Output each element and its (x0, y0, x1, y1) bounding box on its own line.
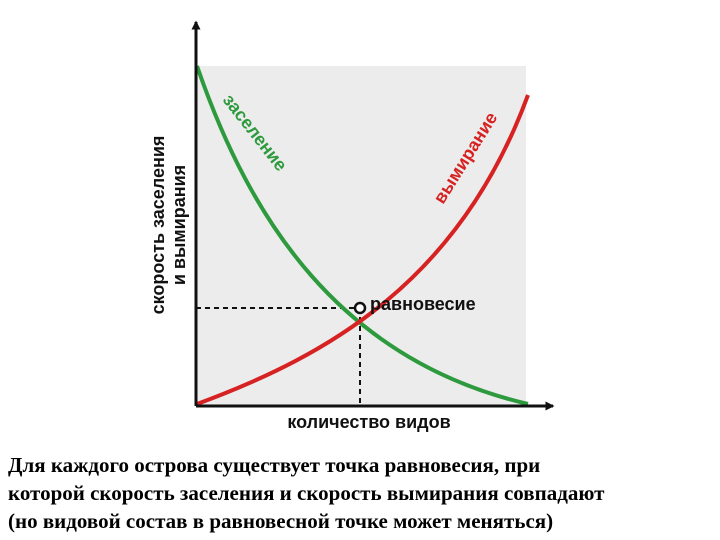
equilibrium-point (353, 301, 367, 315)
caption-line-1: Для каждого острова существует точка рав… (8, 453, 541, 477)
caption-line-3: (но видовой состав в равновесной точке м… (8, 509, 554, 533)
extinction-curve (196, 94, 530, 406)
x-axis-label: количество видов (287, 412, 450, 432)
island-equilibrium-diagram: заселение вымирание равновесие количеств… (148, 20, 555, 432)
caption-line-2: которой скорость заселения и скорость вы… (8, 481, 605, 505)
plot-background (196, 66, 526, 406)
equilibrium-label: равновесие (370, 294, 476, 314)
y-axis-label-line1: скорость заселения (148, 136, 168, 315)
y-axis-label-line2: и вымирания (169, 165, 189, 285)
caption: Для каждого острова существует точка рав… (8, 451, 712, 535)
colonization-curve (195, 65, 529, 406)
